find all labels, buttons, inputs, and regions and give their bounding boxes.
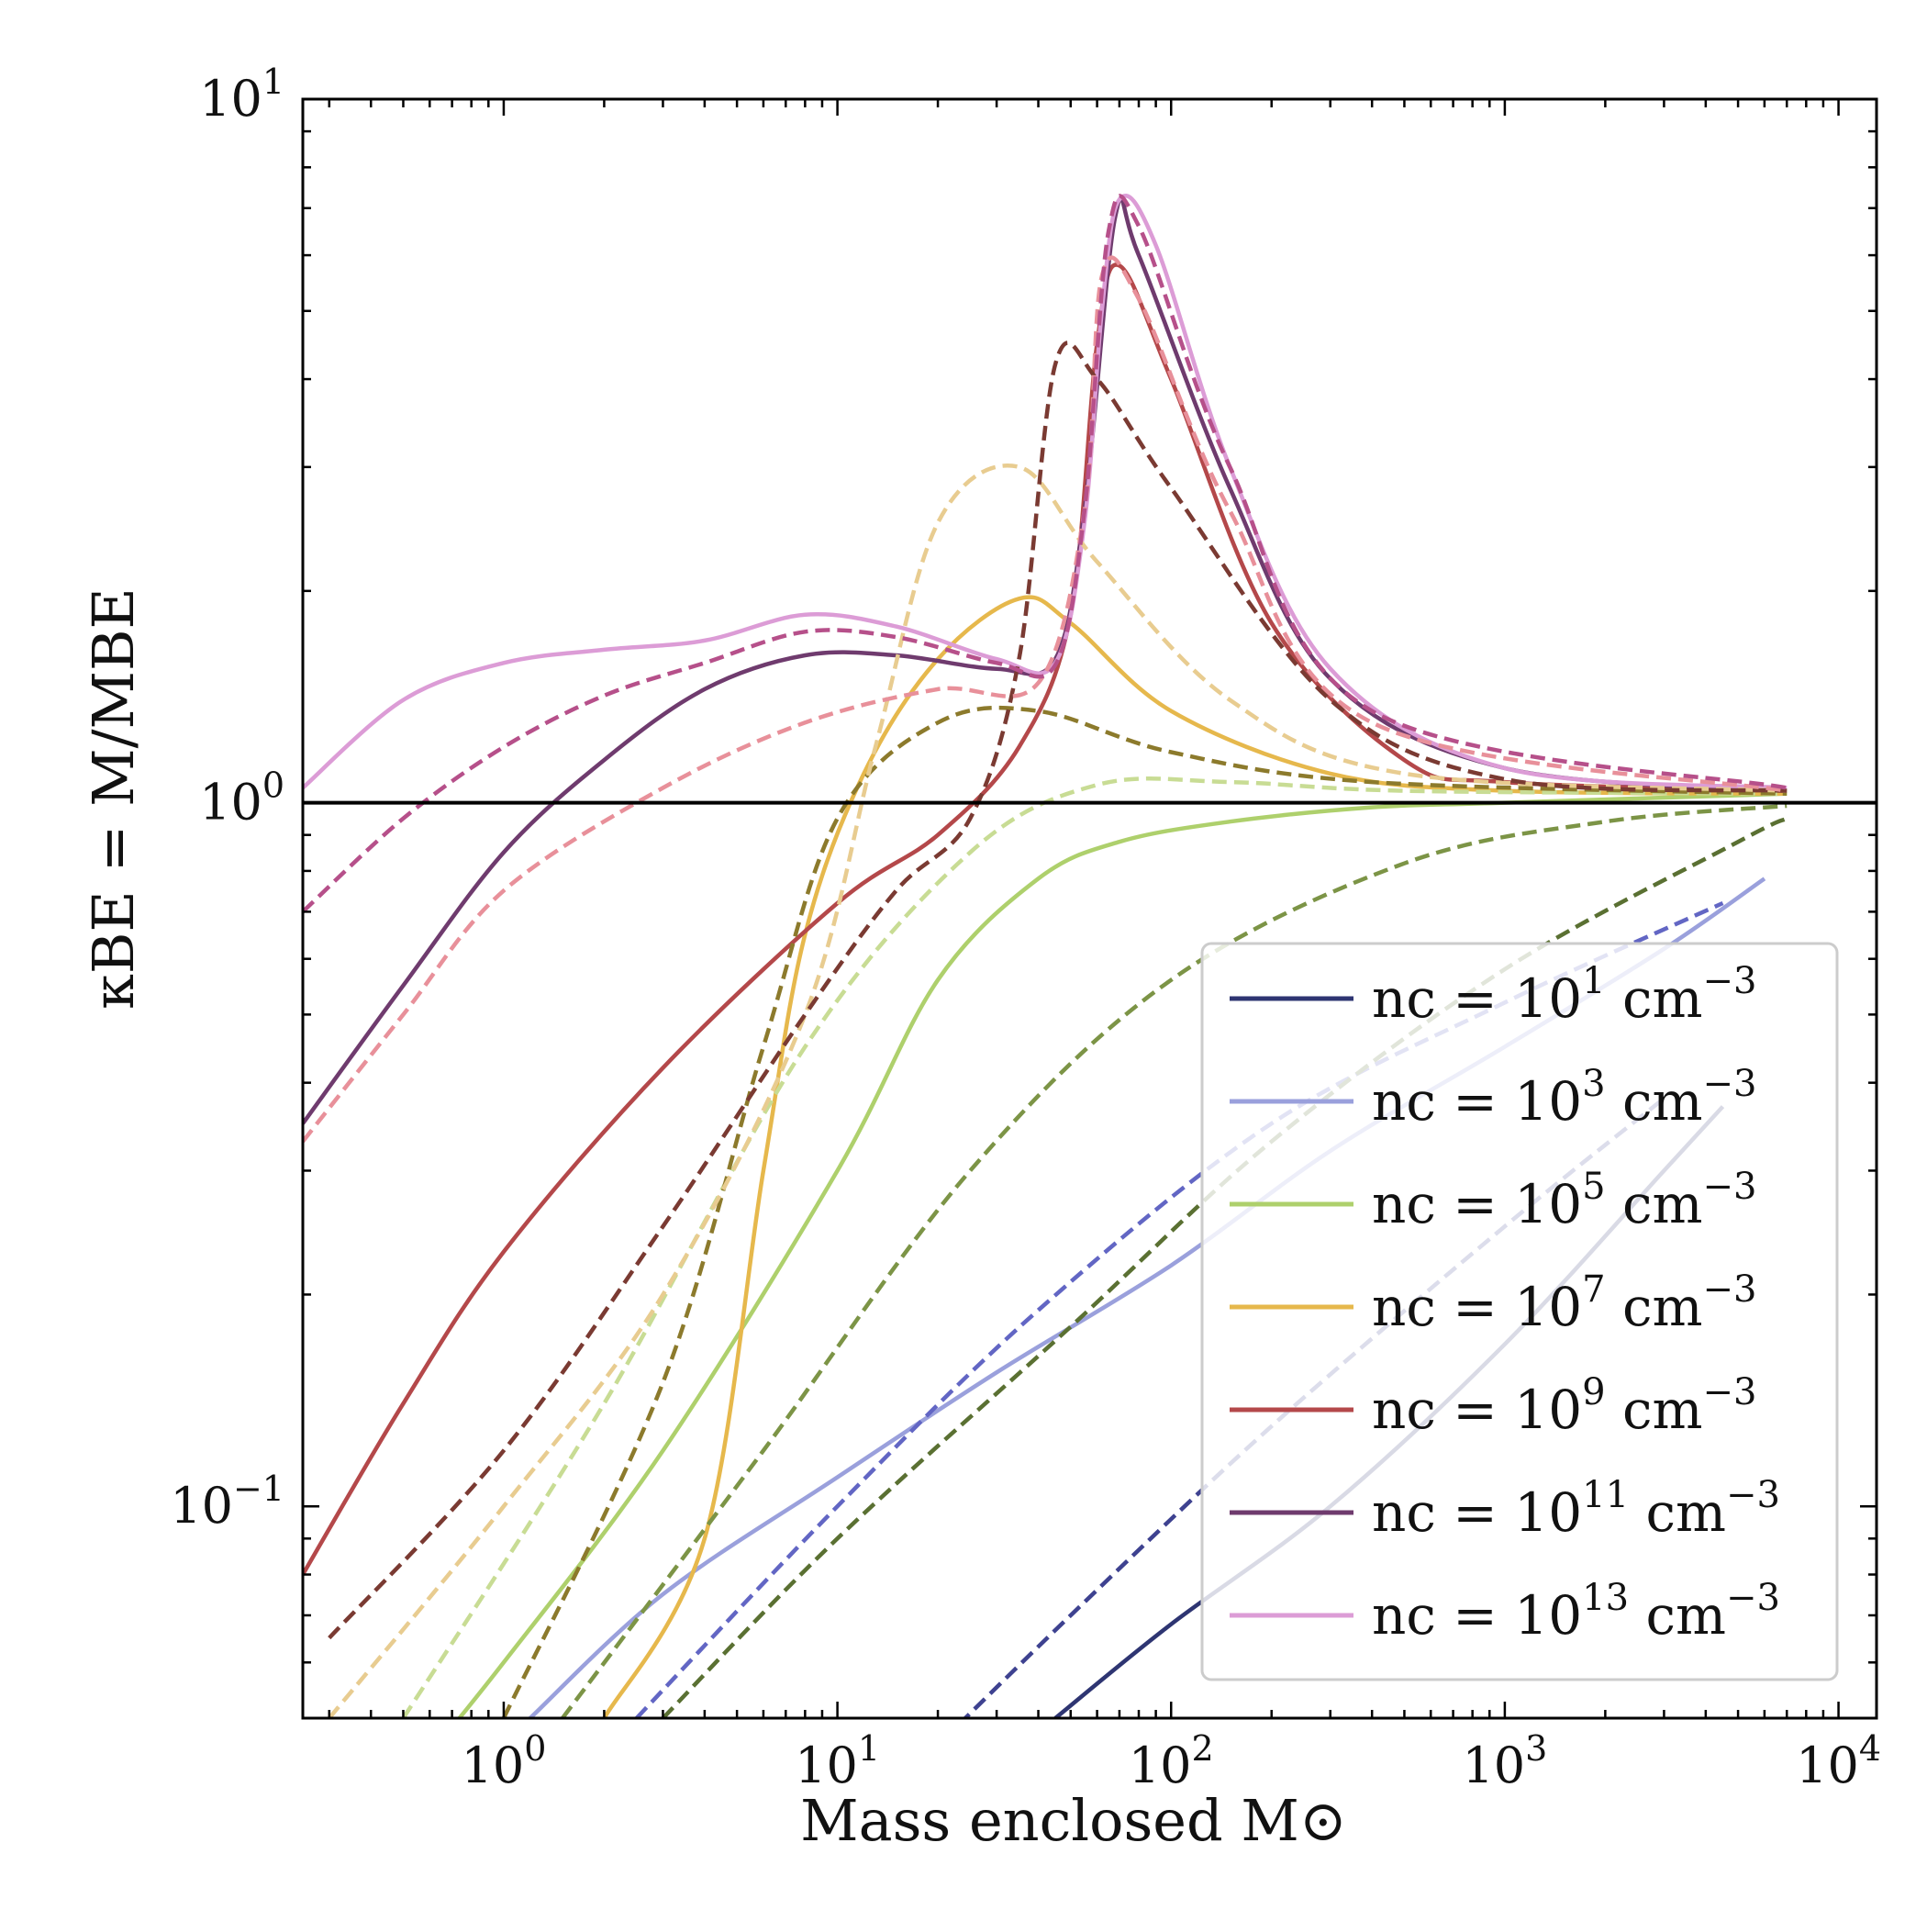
legend-label-exp: 11 xyxy=(1582,1474,1629,1516)
legend-label-unit-exp: −3 xyxy=(1703,1371,1757,1413)
legend-label-exp: 9 xyxy=(1582,1371,1605,1413)
legend-label-unit: cm xyxy=(1606,1173,1703,1235)
legend-label-base: nc = 10 xyxy=(1372,1173,1582,1235)
legend-item: nc = 1011 cm−3 xyxy=(1230,1474,1780,1544)
legend-label-unit-exp: −3 xyxy=(1703,1063,1757,1105)
x-tick-label: 101 xyxy=(795,1728,880,1794)
legend-label-unit: cm xyxy=(1606,1276,1703,1338)
legend-label-base: nc = 10 xyxy=(1372,1070,1582,1133)
legend-label-unit: cm xyxy=(1629,1481,1726,1544)
y-tick-base: 10 xyxy=(170,1477,233,1535)
x-tick-base: 10 xyxy=(1129,1737,1192,1794)
legend-label: nc = 107 cm−3 xyxy=(1372,1268,1756,1338)
legend-label-unit-exp: −3 xyxy=(1703,1268,1757,1311)
legend-label-base: nc = 10 xyxy=(1372,1481,1582,1544)
legend-item: nc = 1013 cm−3 xyxy=(1230,1577,1780,1647)
legend-item: nc = 101 cm−3 xyxy=(1230,960,1756,1030)
series-line-13 xyxy=(501,705,1788,1718)
legend-item: nc = 105 cm−3 xyxy=(1230,1166,1756,1235)
legend-label-base: nc = 10 xyxy=(1372,1379,1582,1441)
legend-box xyxy=(1200,942,1839,1681)
plot-frame xyxy=(301,97,1878,1720)
x-tick-label: 102 xyxy=(1129,1728,1214,1794)
series-line-17 xyxy=(303,194,1788,914)
legend-label: nc = 1013 cm−3 xyxy=(1372,1577,1780,1647)
x-tick-base: 10 xyxy=(1796,1737,1859,1794)
x-axis-label: Mass enclosed M⊙ xyxy=(800,1787,1347,1854)
x-axis-label-text: Mass enclosed M⊙ xyxy=(800,1787,1347,1854)
legend-label-unit: cm xyxy=(1606,967,1703,1030)
series-line-3 xyxy=(456,791,1788,1718)
x-tick-exp: 3 xyxy=(1525,1728,1547,1769)
legend-label-unit-exp: −3 xyxy=(1703,960,1757,1002)
x-tick-label: 103 xyxy=(1462,1728,1547,1794)
series-line-16 xyxy=(303,255,1788,1144)
x-tick-exp: 0 xyxy=(524,1728,546,1769)
legend-label-base: nc = 10 xyxy=(1372,1584,1582,1647)
y-axis-label-text: κBE = M/MBE xyxy=(80,587,147,1010)
legend-item: nc = 109 cm−3 xyxy=(1230,1371,1756,1441)
x-tick-label: 100 xyxy=(461,1728,546,1794)
legend-label: nc = 103 cm−3 xyxy=(1372,1063,1756,1133)
series-line-12 xyxy=(401,776,1788,1718)
x-tick-exp: 2 xyxy=(1192,1728,1214,1769)
series-line-15 xyxy=(328,341,1788,1640)
legend-label-exp: 3 xyxy=(1582,1063,1605,1105)
y-tick-label: 100 xyxy=(199,765,284,832)
x-tick-exp: 4 xyxy=(1859,1728,1881,1769)
legend-label-unit-exp: −3 xyxy=(1726,1474,1780,1516)
legend-label-unit: cm xyxy=(1629,1584,1726,1647)
legend-label-unit: cm xyxy=(1606,1379,1703,1441)
y-tick-label: 101 xyxy=(199,61,284,128)
x-tick-exp: 1 xyxy=(858,1728,880,1769)
legend-label-unit-exp: −3 xyxy=(1726,1577,1780,1619)
legend-label: nc = 109 cm−3 xyxy=(1372,1371,1756,1441)
legend-label-unit-exp: −3 xyxy=(1703,1166,1757,1208)
legend-label-unit: cm xyxy=(1606,1070,1703,1133)
y-axis-label: κBE = M/MBE xyxy=(80,587,147,1010)
legend-item: nc = 107 cm−3 xyxy=(1230,1268,1756,1338)
x-tick-base: 10 xyxy=(795,1737,858,1794)
legend-label-exp: 7 xyxy=(1582,1268,1605,1311)
y-tick-exp: 1 xyxy=(262,61,284,102)
x-tick-base: 10 xyxy=(461,1737,524,1794)
y-tick-exp: 0 xyxy=(262,765,284,806)
y-tick-base: 10 xyxy=(199,70,262,128)
series-line-14 xyxy=(328,463,1788,1718)
legend-label-exp: 1 xyxy=(1582,960,1605,1002)
legend-label: nc = 101 cm−3 xyxy=(1372,960,1756,1030)
legend-label: nc = 105 cm−3 xyxy=(1372,1166,1756,1235)
y-tick-label: 10−1 xyxy=(170,1469,284,1535)
x-tick-label: 104 xyxy=(1796,1728,1881,1794)
series-line-11 xyxy=(561,803,1788,1718)
legend-item: nc = 103 cm−3 xyxy=(1230,1063,1756,1133)
x-tick-base: 10 xyxy=(1462,1737,1525,1794)
legend-label: nc = 1011 cm−3 xyxy=(1372,1474,1780,1544)
legend-label-exp: 13 xyxy=(1582,1577,1629,1619)
y-tick-base: 10 xyxy=(199,774,262,832)
legend-label-base: nc = 10 xyxy=(1372,1276,1582,1338)
legend-label-base: nc = 10 xyxy=(1372,967,1582,1030)
y-tick-exp: −1 xyxy=(233,1469,284,1509)
legend-label-exp: 5 xyxy=(1582,1166,1605,1208)
